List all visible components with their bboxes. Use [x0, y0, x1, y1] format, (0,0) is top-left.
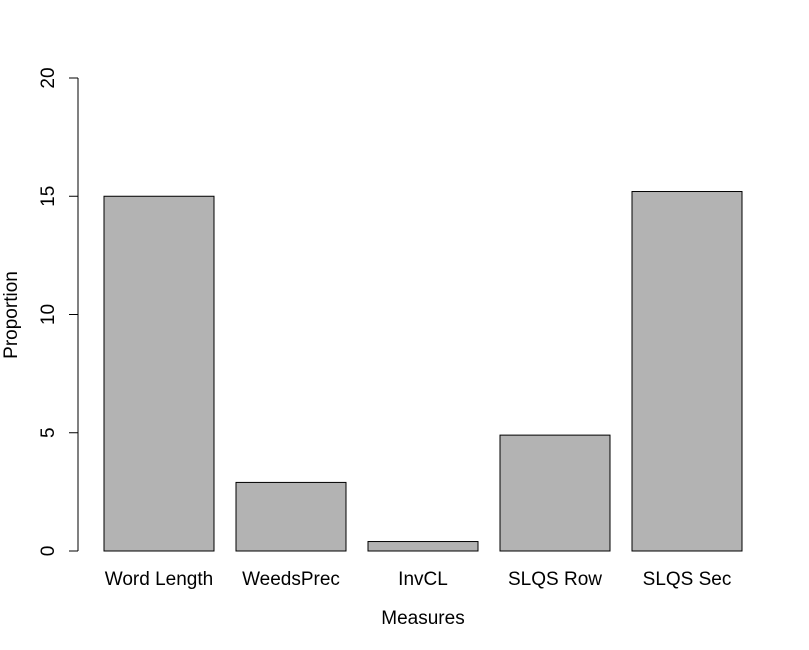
x-tick-label: Word Length — [105, 569, 213, 590]
y-tick-label: 5 — [38, 427, 59, 438]
y-tick-label: 20 — [38, 67, 59, 88]
x-tick-label: SLQS Row — [508, 569, 602, 590]
bar — [367, 541, 479, 552]
y-tick-label: 0 — [38, 546, 59, 557]
y-tick-label: 10 — [38, 304, 59, 325]
bar — [235, 481, 347, 552]
x-axis-label: Measures — [381, 608, 464, 629]
y-axis-label: Proportion — [1, 271, 22, 359]
bar — [103, 195, 215, 552]
x-tick-label: WeedsPrec — [242, 569, 340, 590]
y-tick-label: 15 — [38, 186, 59, 207]
bar — [499, 434, 611, 552]
bar — [631, 191, 743, 552]
x-tick-label: SLQS Sec — [643, 569, 732, 590]
x-tick-label: InvCL — [398, 569, 448, 590]
